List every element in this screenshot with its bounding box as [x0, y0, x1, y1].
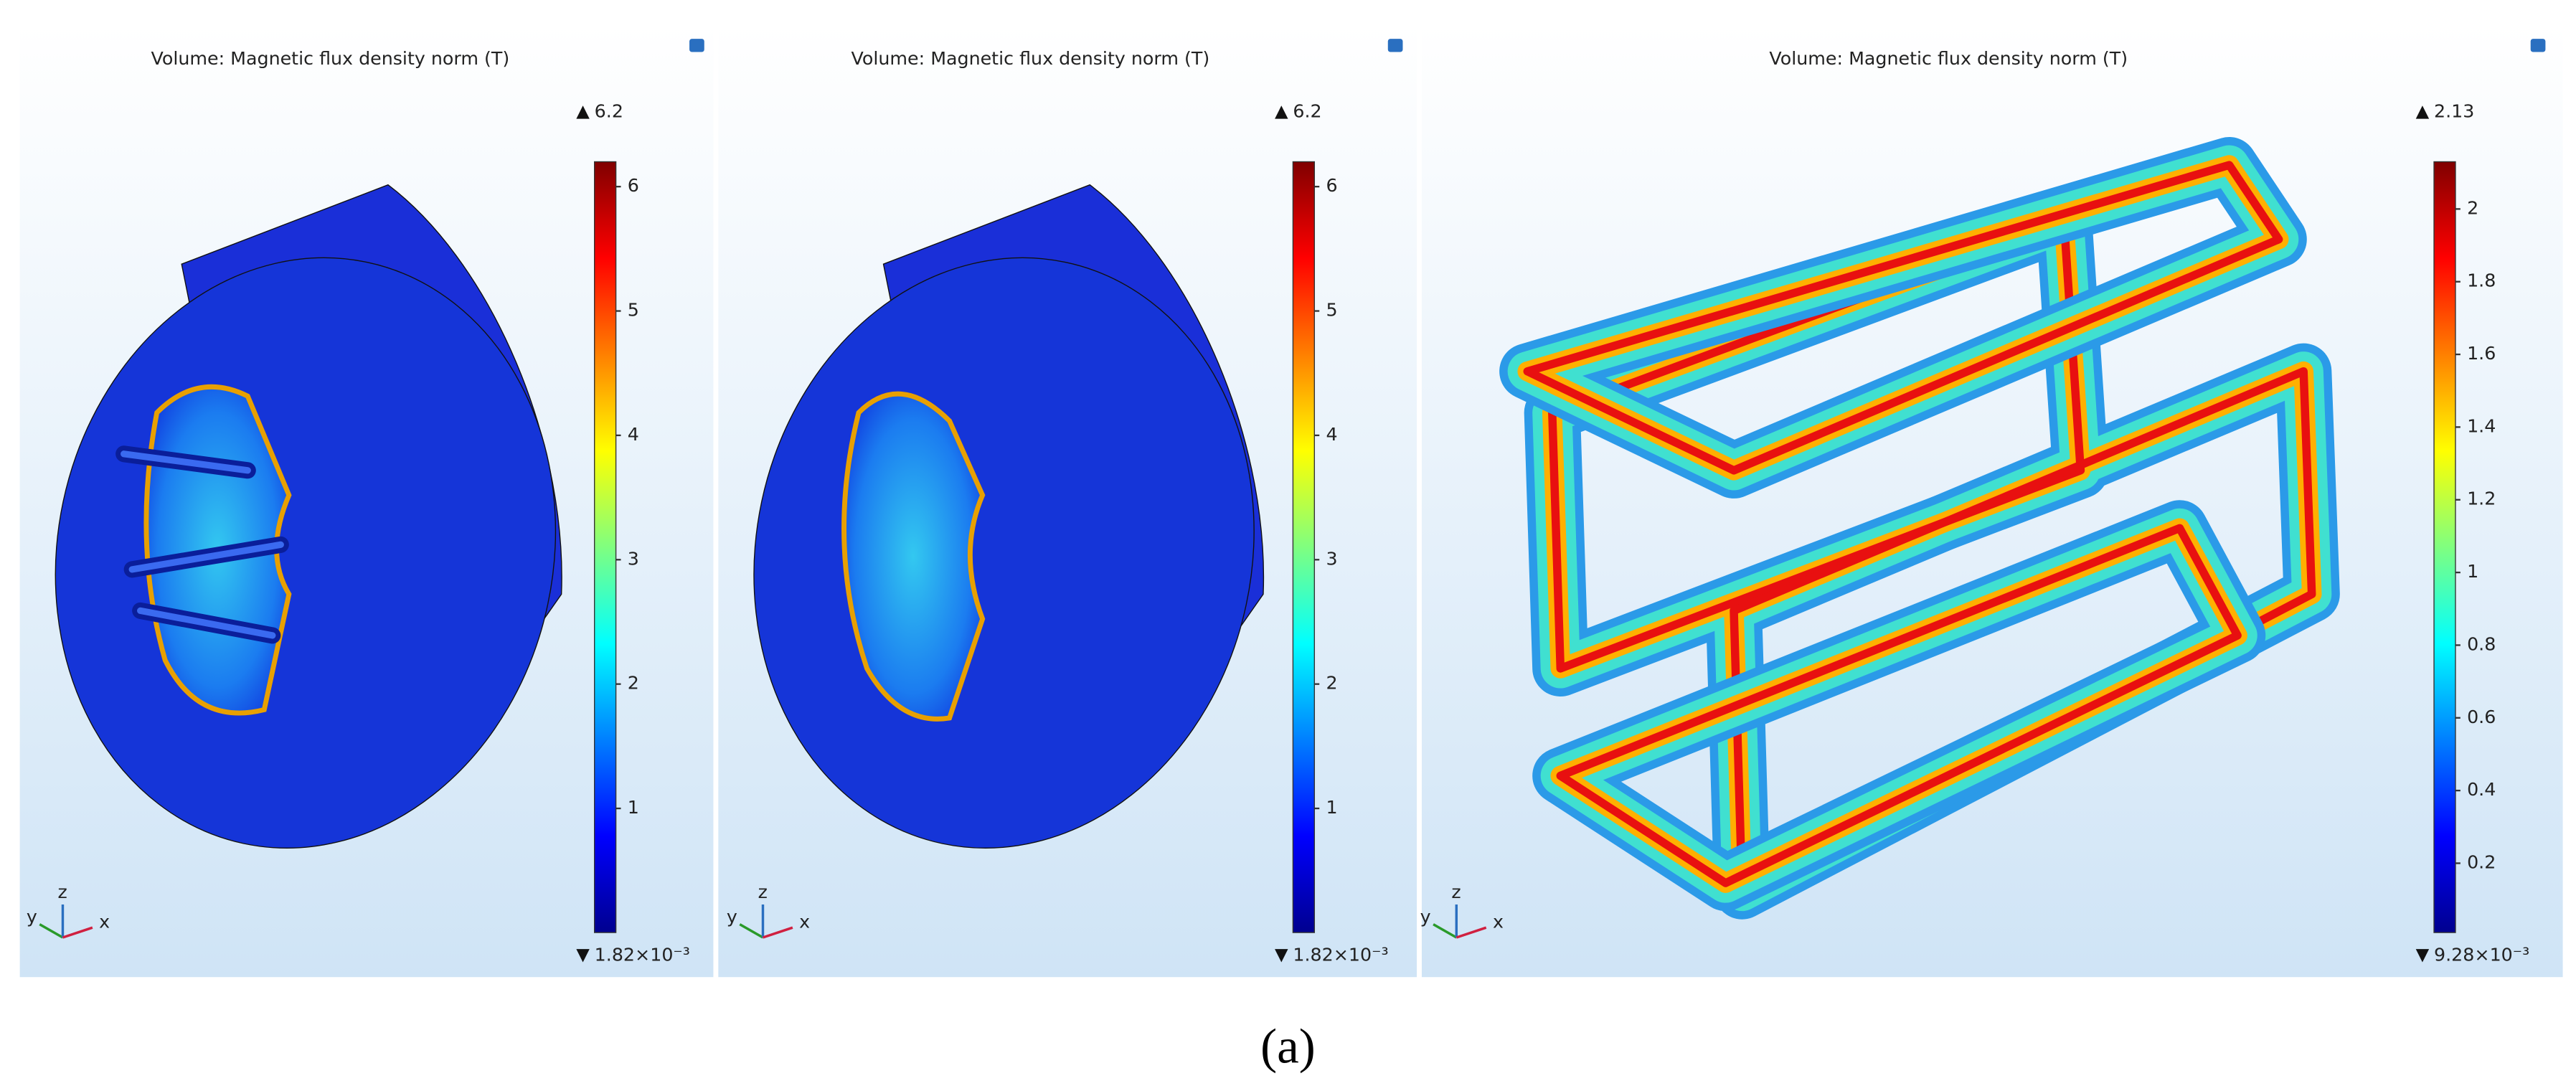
- colorbar-tick-label: 0.2: [2467, 851, 2496, 872]
- axis-label: z: [58, 882, 67, 902]
- colorbar-tick-label: 1.4: [2467, 415, 2496, 436]
- cylinder-model: [753, 184, 1265, 849]
- axis-y: [39, 923, 64, 939]
- colorbar-min: 1.82×10⁻³: [1293, 944, 1388, 965]
- colorbar-tick-label: 3: [1326, 548, 1337, 569]
- colorbar-tick-label: 5: [628, 300, 639, 321]
- colorbar-tick-label: 3: [628, 548, 639, 569]
- colorbar-tick-label: 0.6: [2467, 707, 2496, 727]
- view-icon: [687, 37, 707, 54]
- panel-title: Volume: Magnetic flux density norm (T): [151, 48, 510, 69]
- caption: (a): [1260, 1019, 1316, 1074]
- colorbar: [1292, 161, 1316, 933]
- colorbar-max: 6.2: [595, 100, 623, 121]
- colorbar-tick-label: 0.4: [2467, 779, 2496, 800]
- colorbar-tick-label: 1: [1326, 797, 1337, 818]
- axis-x: [1456, 926, 1487, 939]
- view-icon: [1386, 37, 1405, 54]
- colorbar-tick-label: 0.8: [2467, 633, 2496, 654]
- cylinder-model: [55, 184, 562, 849]
- axis-label: z: [758, 882, 768, 902]
- colorbar-max: 6.2: [1293, 100, 1321, 121]
- axis-label: x: [1493, 911, 1504, 932]
- colorbar-tick-label: 1.2: [2467, 488, 2496, 509]
- max-marker: [2415, 105, 2430, 119]
- colorbar-min: 9.28×10⁻³: [2434, 944, 2529, 965]
- colorbar-tick-label: 2: [628, 673, 639, 694]
- colorbar: [594, 161, 617, 933]
- axis-label: y: [727, 906, 737, 927]
- colorbar-tick-label: 4: [628, 424, 639, 445]
- colorbar-tick-label: 1.8: [2467, 270, 2496, 291]
- axis-label: x: [799, 911, 810, 932]
- colorbar-tick-label: 1.6: [2467, 343, 2496, 364]
- colorbar-tick-label: 1: [628, 797, 639, 818]
- colorbar-tick-label: 1: [2467, 561, 2478, 582]
- colorbar-max: 2.13: [2434, 100, 2474, 121]
- min-marker: [1275, 949, 1288, 963]
- axis-label: z: [1451, 882, 1461, 902]
- axis-label: y: [27, 906, 37, 927]
- coil-model: [1499, 136, 2340, 920]
- colorbar-tick-label: 6: [1326, 175, 1337, 196]
- panel-title: Volume: Magnetic flux density norm (T): [1769, 48, 2128, 69]
- axis-y: [1433, 923, 1458, 939]
- max-marker: [576, 105, 590, 119]
- colorbar-tick-label: 4: [1326, 424, 1337, 445]
- min-marker: [576, 949, 590, 963]
- axis-label: y: [1420, 906, 1431, 927]
- colorbar-tick-label: 5: [1326, 300, 1337, 321]
- axis-x: [762, 926, 793, 939]
- axis-x: [62, 926, 93, 939]
- axis-label: x: [99, 911, 110, 932]
- colorbar-tick-label: 2: [2467, 197, 2478, 218]
- view-icon: [2529, 37, 2547, 54]
- axis-y: [739, 923, 764, 939]
- max-marker: [1275, 105, 1288, 119]
- colorbar: [2433, 161, 2456, 933]
- colorbar-tick-label: 6: [628, 175, 639, 196]
- colorbar-tick-label: 2: [1326, 673, 1337, 694]
- panel-title: Volume: Magnetic flux density norm (T): [851, 48, 1210, 69]
- colorbar-min: 1.82×10⁻³: [595, 944, 690, 965]
- min-marker: [2415, 949, 2430, 963]
